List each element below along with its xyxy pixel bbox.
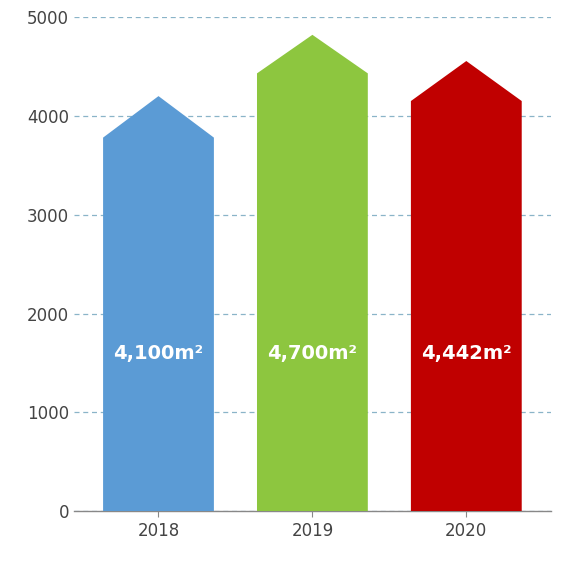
Text: 4,700m²: 4,700m² (268, 344, 357, 362)
Text: 4,442m²: 4,442m² (421, 344, 512, 362)
Polygon shape (411, 61, 522, 511)
Polygon shape (103, 96, 214, 511)
Polygon shape (257, 35, 368, 511)
Text: 4,100m²: 4,100m² (114, 344, 203, 362)
